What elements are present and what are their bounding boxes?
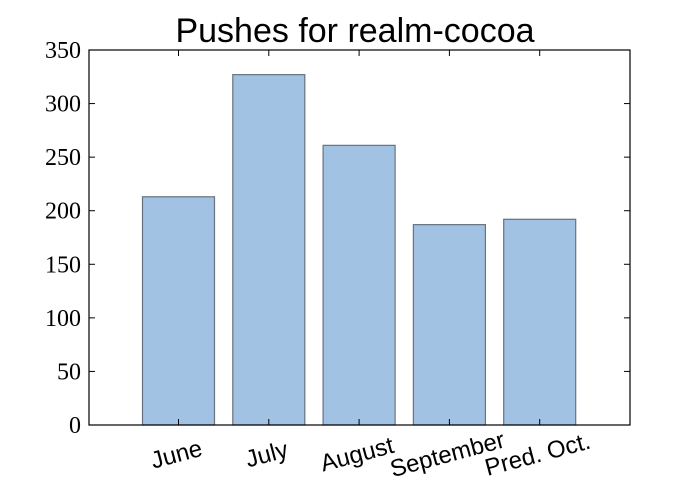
y-tick-label: 250 — [45, 145, 81, 171]
plot-area-frame — [88, 49, 631, 426]
y-axis: 0 50 100 150 200 250 300 350 — [45, 38, 630, 439]
bar-july — [232, 74, 306, 426]
bar-june — [141, 196, 216, 426]
bars-layer — [141, 74, 577, 426]
y-tick-label: 0 — [69, 413, 81, 439]
y-tick-label: 150 — [45, 252, 81, 278]
chart-title: Pushes for realm-cocoa — [175, 12, 534, 50]
y-tick-label: 200 — [45, 199, 81, 225]
bar-pred-oct — [503, 218, 577, 426]
y-tick-label: 300 — [45, 92, 81, 118]
y-tick-label: 50 — [57, 359, 81, 385]
y-tick-label: 350 — [45, 38, 81, 64]
x-tick-label: August — [318, 432, 397, 478]
bar-september — [412, 224, 486, 426]
bar-august — [322, 144, 396, 426]
y-tick-label: 100 — [45, 306, 81, 332]
x-tick-label: July — [243, 436, 291, 473]
x-tick-label: June — [148, 435, 205, 475]
